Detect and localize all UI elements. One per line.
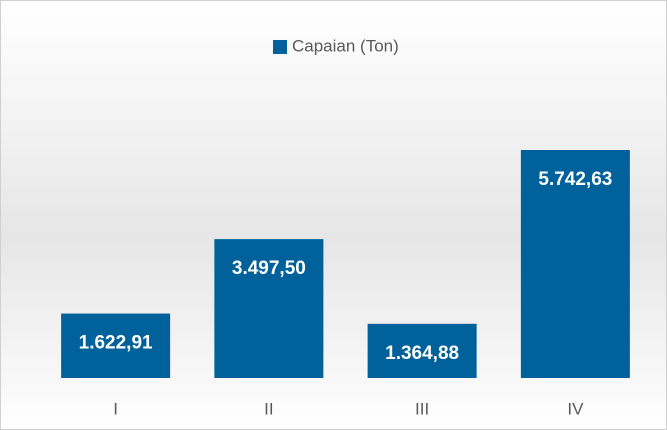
x-tick-label: IV <box>567 399 584 418</box>
legend: Capaian (Ton) <box>273 36 399 55</box>
bar <box>61 313 171 378</box>
x-tick-label: II <box>264 399 273 418</box>
bar <box>367 323 477 378</box>
data-label: 1.364,88 <box>385 343 459 364</box>
data-label: 3.497,50 <box>232 258 306 279</box>
bar <box>520 150 630 378</box>
legend-label: Capaian (Ton) <box>292 36 399 55</box>
data-label: 1.622,91 <box>79 333 153 354</box>
data-label: 5.742,63 <box>538 169 612 190</box>
x-tick-label: I <box>113 399 118 418</box>
bar <box>214 239 324 378</box>
legend-swatch <box>273 40 287 54</box>
x-tick-label: III <box>415 399 429 418</box>
